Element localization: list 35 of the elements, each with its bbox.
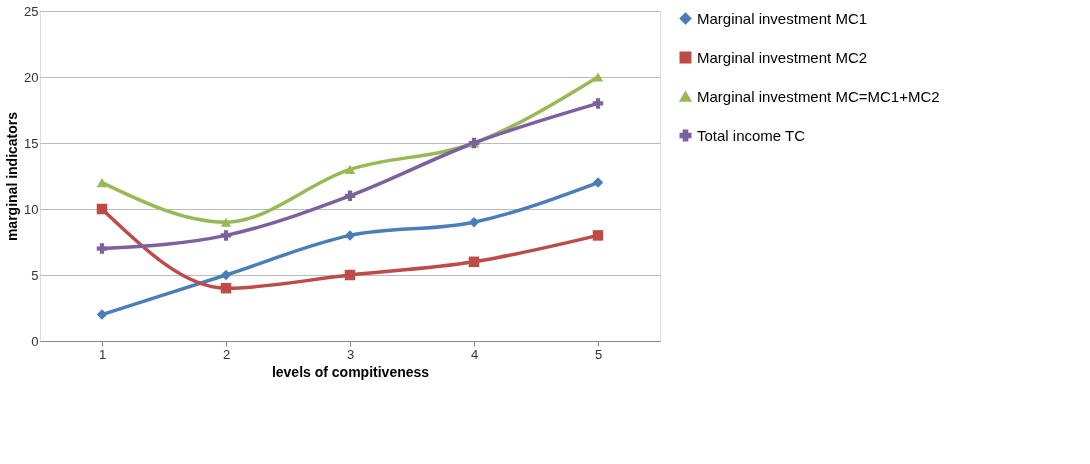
y-tick-label: 10 [24, 201, 39, 217]
y-tick-label: 15 [24, 135, 39, 151]
point [468, 216, 480, 228]
point [96, 309, 108, 320]
point [592, 230, 604, 241]
point [220, 230, 232, 241]
x-tick-label: 3 [346, 346, 355, 362]
point [344, 230, 356, 241]
legend-label: Marginal investment MC2 [697, 48, 868, 66]
point [96, 243, 108, 254]
point [468, 256, 480, 268]
legend-label: Total income TC [697, 126, 806, 144]
point [344, 269, 356, 281]
x-axis-title: levels of compitiveness [271, 363, 430, 380]
y-tick-label: 20 [24, 69, 39, 85]
legend-label: Marginal investment MC=MC1+MC2 [697, 87, 940, 105]
x-tick-label: 5 [594, 346, 603, 362]
point [344, 190, 356, 202]
x-tick-label: 2 [222, 346, 231, 362]
point [592, 177, 604, 188]
point [96, 178, 108, 188]
point [592, 98, 604, 109]
point [220, 269, 232, 281]
point [220, 282, 232, 294]
x-tick-label: 1 [98, 346, 107, 362]
point [592, 72, 604, 82]
point [344, 164, 356, 174]
y-axis-title: marginal indicators [4, 111, 21, 242]
point [220, 217, 232, 227]
point [96, 203, 108, 215]
y-tick-label: 0 [31, 333, 39, 349]
legend-label: Marginal investment MC1 [697, 9, 868, 27]
x-tick-label: 4 [470, 346, 479, 362]
y-tick-label: 5 [31, 267, 39, 283]
y-tick-label: 25 [24, 3, 39, 19]
